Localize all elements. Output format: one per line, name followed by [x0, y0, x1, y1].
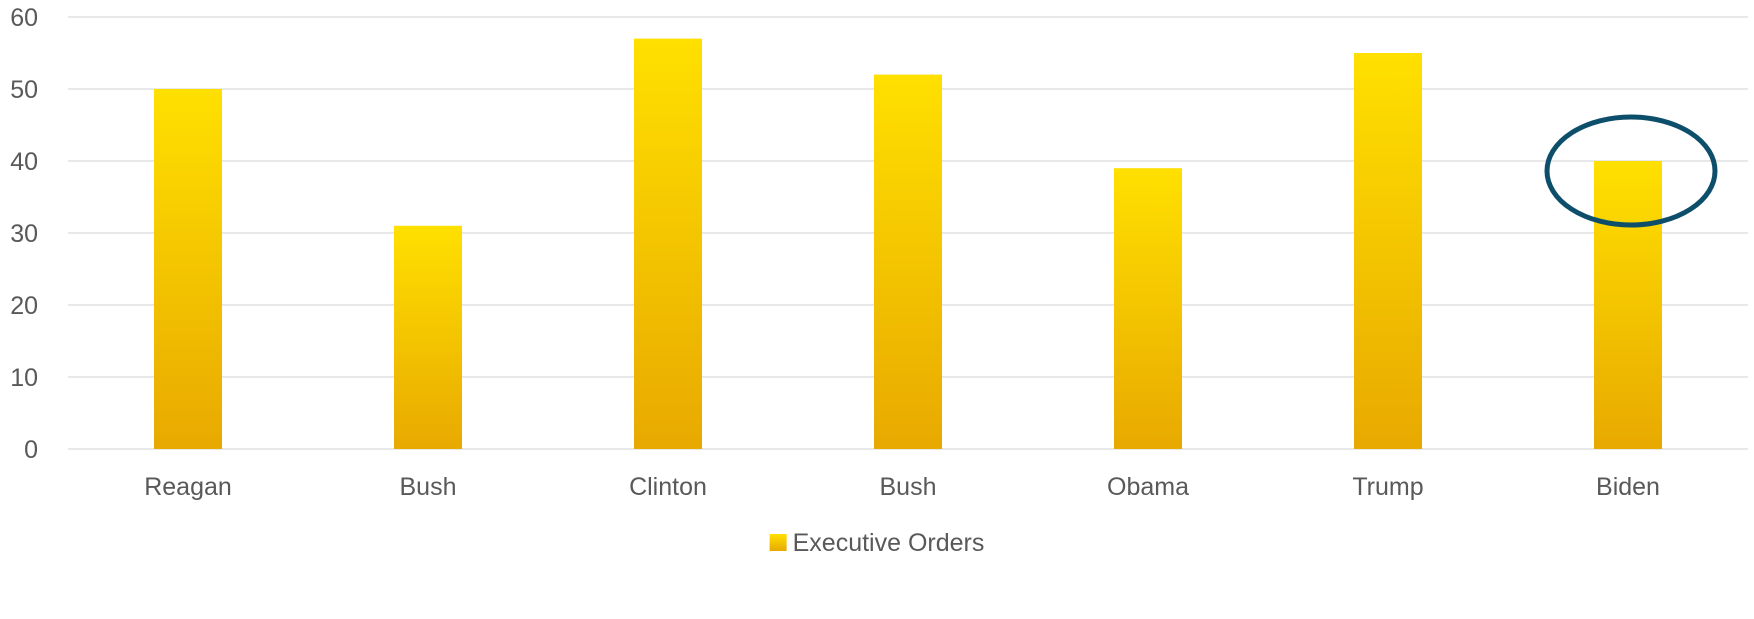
y-tick-label: 60 [10, 4, 38, 32]
bar-bush-3 [874, 74, 942, 449]
bars [154, 38, 1662, 449]
legend-label: Executive Orders [793, 529, 985, 557]
bar-trump-5 [1354, 53, 1422, 449]
x-tick-label: Bush [400, 473, 457, 501]
y-tick-label: 20 [10, 292, 38, 320]
y-tick-label: 50 [10, 76, 38, 104]
x-tick-label: Obama [1107, 473, 1189, 501]
bar-bush-1 [394, 225, 462, 449]
y-tick-label: 10 [10, 364, 38, 392]
bar-obama-4 [1114, 168, 1182, 449]
x-tick-label: Trump [1352, 473, 1423, 501]
y-tick-label: 40 [10, 148, 38, 176]
legend: Executive Orders [769, 529, 985, 557]
legend-swatch [769, 534, 787, 551]
y-tick-label: 0 [24, 436, 38, 464]
bar-reagan-0 [154, 89, 222, 449]
y-tick-label: 30 [10, 220, 38, 248]
x-tick-label: Biden [1596, 473, 1660, 501]
x-axis-ticks: Reagan Bush Clinton Bush Obama Trump Biden [144, 473, 1660, 501]
x-tick-label: Clinton [629, 473, 707, 501]
y-axis-ticks: 0 10 20 30 40 50 60 [10, 4, 38, 464]
x-tick-label: Reagan [144, 473, 232, 501]
annotations [1544, 114, 1718, 228]
highlight-ellipse [1544, 114, 1718, 228]
bar-biden-6 [1594, 161, 1662, 449]
x-tick-label: Bush [880, 473, 937, 501]
bar-clinton-2 [634, 38, 702, 449]
